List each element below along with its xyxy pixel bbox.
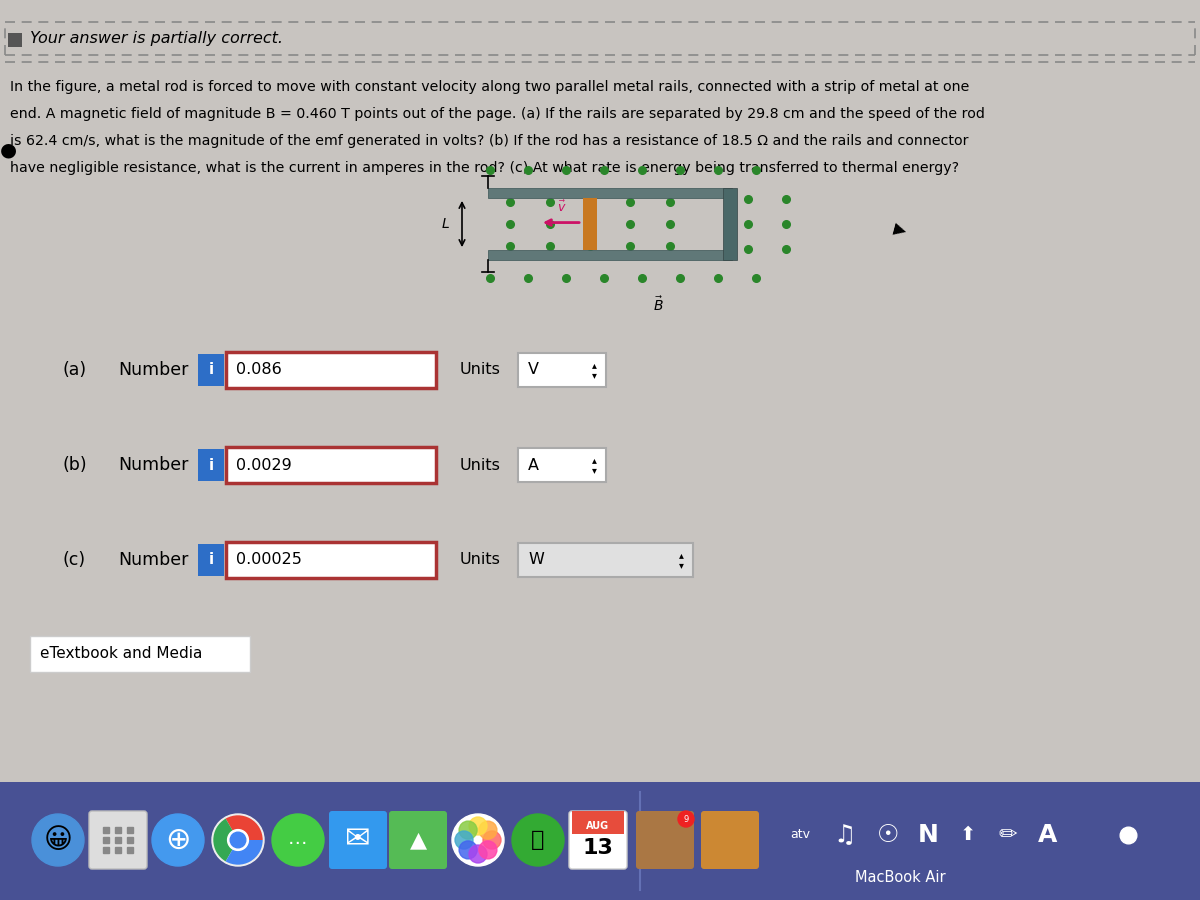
Text: 0.086: 0.086 [236,363,282,377]
Text: ▾: ▾ [678,560,684,570]
Text: Number: Number [118,456,188,474]
Text: ⊕: ⊕ [166,825,191,854]
Circle shape [452,814,504,866]
Text: Your answer is partially correct.: Your answer is partially correct. [30,31,283,46]
Bar [226,352,436,388]
Text: MacBook Air: MacBook Air [854,870,946,886]
Bar [722,188,737,260]
Text: ⬆: ⬆ [960,825,976,844]
Text: In the figure, a metal rod is forced to move with constant velocity along two pa: In the figure, a metal rod is forced to … [10,80,970,94]
Text: (a): (a) [62,361,86,379]
Text: Number: Number [118,361,188,379]
Text: ▸: ▸ [890,217,910,243]
Text: AUG: AUG [587,821,610,831]
Text: Number: Number [118,551,188,569]
FancyBboxPatch shape [389,811,446,869]
Bar [8,33,22,47]
Bar [198,354,224,386]
Circle shape [212,814,264,866]
Wedge shape [226,815,263,840]
Text: $\vec{v}$: $\vec{v}$ [557,199,566,214]
Circle shape [230,832,246,848]
Text: eTextbook and Media: eTextbook and Media [40,646,203,662]
Text: Units: Units [460,553,500,568]
FancyBboxPatch shape [701,811,760,869]
Bar [518,543,694,577]
Text: 😀: 😀 [43,826,72,854]
Text: ▴: ▴ [592,360,596,370]
FancyBboxPatch shape [569,811,628,869]
Text: A: A [1038,823,1057,847]
Bar [488,250,732,260]
Text: (b): (b) [62,456,86,474]
Text: 0.0029: 0.0029 [236,457,292,472]
Circle shape [460,821,478,839]
Bar [30,636,250,672]
Circle shape [460,841,478,859]
Circle shape [482,831,502,849]
Bar [226,447,436,483]
Text: have negligible resistance, what is the current in amperes in the rod? (c) At wh: have negligible resistance, what is the … [10,161,959,175]
Text: 0.00025: 0.00025 [236,553,302,568]
Text: V: V [528,363,539,377]
FancyBboxPatch shape [329,811,386,869]
Text: atv: atv [790,829,810,842]
Circle shape [678,811,694,827]
Text: …: … [288,829,307,848]
Text: 13: 13 [582,838,613,858]
Text: ▴: ▴ [678,550,684,560]
Text: 📹: 📹 [532,830,545,850]
Text: ✏: ✏ [998,825,1018,845]
Wedge shape [214,819,238,861]
Bar [518,448,606,482]
Circle shape [228,830,248,850]
Bar [518,353,606,387]
Text: Units: Units [460,457,500,472]
Bar [572,811,624,834]
Circle shape [479,841,497,859]
Text: ▲: ▲ [409,830,426,850]
Bar [583,198,598,250]
FancyBboxPatch shape [89,811,148,869]
Text: $\vec{B}$: $\vec{B}$ [653,295,664,313]
Text: end. A magnetic field of magnitude B = 0.460 T points out of the page. (a) If th: end. A magnetic field of magnitude B = 0… [10,107,985,121]
Text: N: N [918,823,938,847]
Text: ▴: ▴ [592,455,596,465]
Bar [488,188,732,198]
Text: ☉: ☉ [877,823,899,847]
Text: ▾: ▾ [592,370,596,380]
Wedge shape [226,840,263,865]
Circle shape [272,814,324,866]
Text: i: i [209,553,214,568]
Text: A: A [528,457,539,472]
Text: W: W [528,553,544,568]
Text: Units: Units [460,363,500,377]
Circle shape [469,817,487,835]
Text: (c): (c) [62,551,85,569]
Text: ♫: ♫ [834,823,856,847]
Circle shape [32,814,84,866]
Text: i: i [209,363,214,377]
Text: is 62.4 cm/s, what is the magnitude of the emf generated in volts? (b) If the ro: is 62.4 cm/s, what is the magnitude of t… [10,134,968,148]
Text: 9: 9 [683,814,689,824]
Circle shape [455,831,473,849]
Bar [198,544,224,576]
Bar [198,449,224,481]
Text: i: i [209,457,214,472]
Text: $L$: $L$ [442,217,450,231]
Bar [0,782,1200,900]
Circle shape [469,845,487,863]
Circle shape [512,814,564,866]
Text: ▾: ▾ [592,465,596,475]
Bar [226,542,436,578]
Circle shape [152,814,204,866]
Circle shape [479,821,497,839]
Text: ●: ● [0,140,17,159]
Text: ✉: ✉ [346,825,371,854]
FancyBboxPatch shape [636,811,694,869]
